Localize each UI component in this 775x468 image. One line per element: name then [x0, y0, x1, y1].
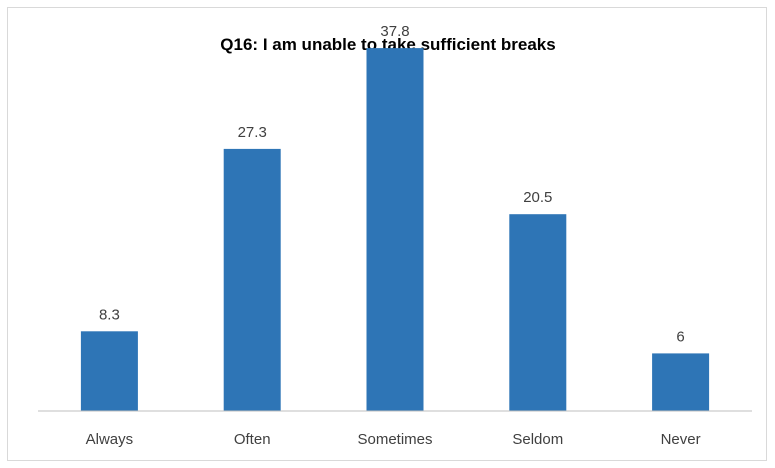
- data-label-always: 8.3: [99, 306, 120, 323]
- category-label-always: Always: [86, 431, 134, 448]
- bars-group: [80, 48, 710, 411]
- bar-sometimes: [366, 48, 424, 411]
- bar-seldom: [509, 214, 567, 411]
- data-label-never: 6: [676, 328, 684, 345]
- data-label-sometimes: 37.8: [380, 23, 409, 40]
- bar-never: [652, 353, 710, 411]
- data-label-often: 27.3: [238, 124, 267, 141]
- category-label-sometimes: Sometimes: [357, 431, 432, 448]
- category-label-never: Never: [661, 431, 701, 448]
- data-label-seldom: 20.5: [523, 189, 552, 206]
- category-label-often: Often: [234, 431, 271, 448]
- category-label-seldom: Seldom: [512, 431, 563, 448]
- bar-often: [223, 148, 281, 411]
- chart-title: Q16: I am unable to take sufficient brea…: [220, 35, 555, 54]
- bar-always: [80, 331, 138, 411]
- data-labels-group: 8.3 27.3 37.8 20.5 6: [99, 23, 685, 345]
- category-labels-group: Always Often Sometimes Seldom Never: [86, 431, 701, 448]
